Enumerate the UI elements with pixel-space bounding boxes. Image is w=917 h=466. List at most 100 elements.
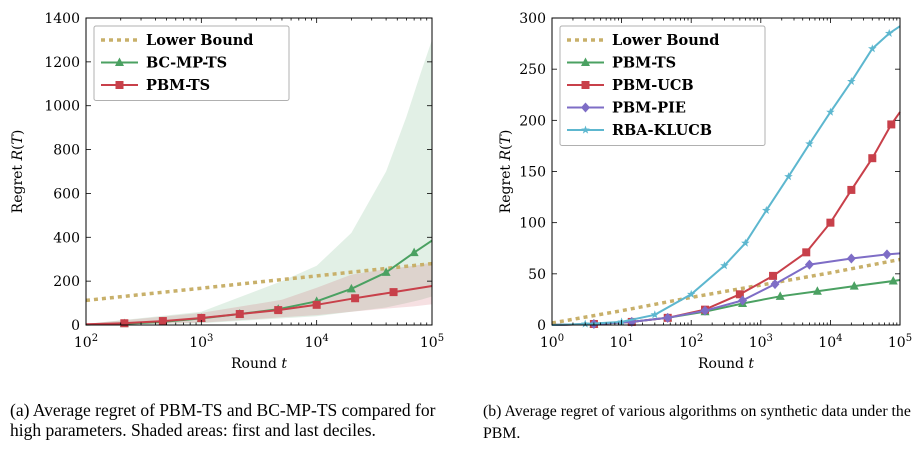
y-tick-label: 50 (528, 267, 546, 283)
y-tick-label: 1200 (44, 55, 80, 71)
y-axis: 0 50 100 150 200 250 300 (519, 11, 900, 334)
legend-marker (115, 57, 124, 66)
data-point (762, 205, 771, 215)
x-tick-label: 102 (679, 333, 703, 351)
legend-marker (115, 81, 124, 89)
legend-label: PBM-TS (146, 77, 210, 94)
data-point (882, 249, 892, 260)
data-point (826, 107, 835, 116)
chart-a: 102 103 104 105 0 200 400 600 800 1000 1200 1400 Rou… (10, 11, 444, 372)
legend-label: PBM-UCB (612, 77, 694, 94)
y-tick-label: 600 (53, 186, 80, 202)
y-tick-label: 1000 (44, 99, 80, 115)
x-tick-label: 103 (749, 333, 773, 351)
x-tick-label: 103 (189, 333, 213, 351)
data-point (868, 44, 877, 53)
data-point (849, 281, 859, 290)
data-point (784, 172, 793, 181)
y-tick-label: 250 (519, 62, 546, 78)
x-axis-label: Round t (698, 356, 754, 372)
y-tick-label: 0 (537, 318, 546, 334)
legend-label: Lower Bound (612, 32, 719, 49)
data-point (847, 76, 856, 86)
y-axis-label: Regret R(T) (498, 130, 514, 214)
series-line-0 (551, 257, 901, 325)
data-point (769, 271, 778, 280)
legend-frame (559, 25, 766, 146)
data-point (312, 300, 321, 309)
data-point (274, 306, 283, 315)
x-tick-label: 100 (540, 333, 564, 351)
axes-frame (85, 17, 433, 326)
data-point (741, 238, 750, 247)
x-tick-label: 101 (609, 333, 633, 351)
data-point (868, 154, 877, 163)
data-point (888, 275, 898, 285)
x-tick-label: 104 (305, 333, 329, 351)
data-point (738, 295, 748, 306)
series-line-1 (551, 279, 901, 326)
series-line-2 (85, 285, 433, 326)
y-tick-label: 100 (519, 216, 546, 232)
caption-b: (b) Average regret of various algorithms… (483, 400, 917, 444)
legend-marker (581, 81, 590, 89)
data-point (735, 290, 744, 299)
data-point (120, 319, 129, 328)
y-tick-label: 0 (71, 318, 80, 334)
data-point (802, 248, 811, 257)
data-point (409, 247, 419, 257)
x-tick-label: 105 (888, 333, 912, 351)
legend-frame (93, 25, 290, 101)
legend-label: PBM-PIE (612, 100, 686, 117)
data-point (775, 291, 785, 300)
x-tick-label: 104 (818, 333, 842, 351)
data-point (700, 305, 710, 316)
data-point (650, 310, 660, 319)
legend-label: Lower Bound (146, 32, 253, 49)
data-point (887, 120, 896, 129)
decile-band-1 (86, 39, 432, 326)
data-point (197, 313, 206, 322)
series-line-0 (85, 261, 433, 303)
plot-area (551, 25, 901, 329)
data-point (686, 289, 696, 298)
plot-area (85, 39, 433, 328)
legend-marker (581, 125, 590, 134)
chart-b: 100 101 102 103 104 105 0 50 100 150 200 250 300 Roun… (498, 11, 912, 372)
data-point (720, 261, 729, 270)
data-point (389, 288, 398, 297)
y-tick-label: 200 (53, 274, 80, 290)
y-tick-label: 800 (53, 143, 80, 159)
data-point (884, 28, 894, 37)
data-point (235, 310, 244, 319)
legend-label: RBA-KLUCB (612, 122, 712, 139)
legend-marker (581, 102, 590, 113)
legend-label: PBM-TS (612, 55, 676, 72)
data-point (770, 279, 780, 290)
data-point (826, 218, 835, 227)
data-point (346, 283, 356, 293)
data-point (812, 286, 822, 295)
data-point (351, 294, 360, 303)
y-axis: 0 200 400 600 800 1000 1200 1400 (44, 11, 432, 334)
data-point (381, 267, 391, 276)
data-point (804, 259, 814, 270)
data-point (847, 185, 856, 194)
data-point (663, 312, 673, 323)
y-axis-label: Regret R(T) (10, 130, 26, 214)
x-tick-label: 105 (420, 333, 444, 351)
data-point (158, 317, 167, 326)
y-tick-label: 1400 (44, 11, 80, 27)
y-tick-label: 200 (519, 113, 546, 129)
caption-b-text: (b) Average regret of various algorithms… (483, 403, 911, 442)
y-tick-label: 150 (519, 165, 546, 181)
x-axis-label: Round t (231, 356, 287, 372)
legend: Lower Bound BC-MP-TS PBM-TS (93, 25, 290, 101)
data-point (805, 139, 814, 148)
x-tick-label: 102 (74, 333, 98, 351)
decile-band-2 (86, 262, 432, 325)
y-tick-label: 400 (53, 230, 80, 246)
figure-canvas: 102 103 104 1050200400600800100012001400Rou… (10, 11, 912, 372)
caption-a: (a) Average regret of PBM-TS and BC-MP-T… (10, 400, 436, 440)
legend-marker (581, 57, 590, 66)
